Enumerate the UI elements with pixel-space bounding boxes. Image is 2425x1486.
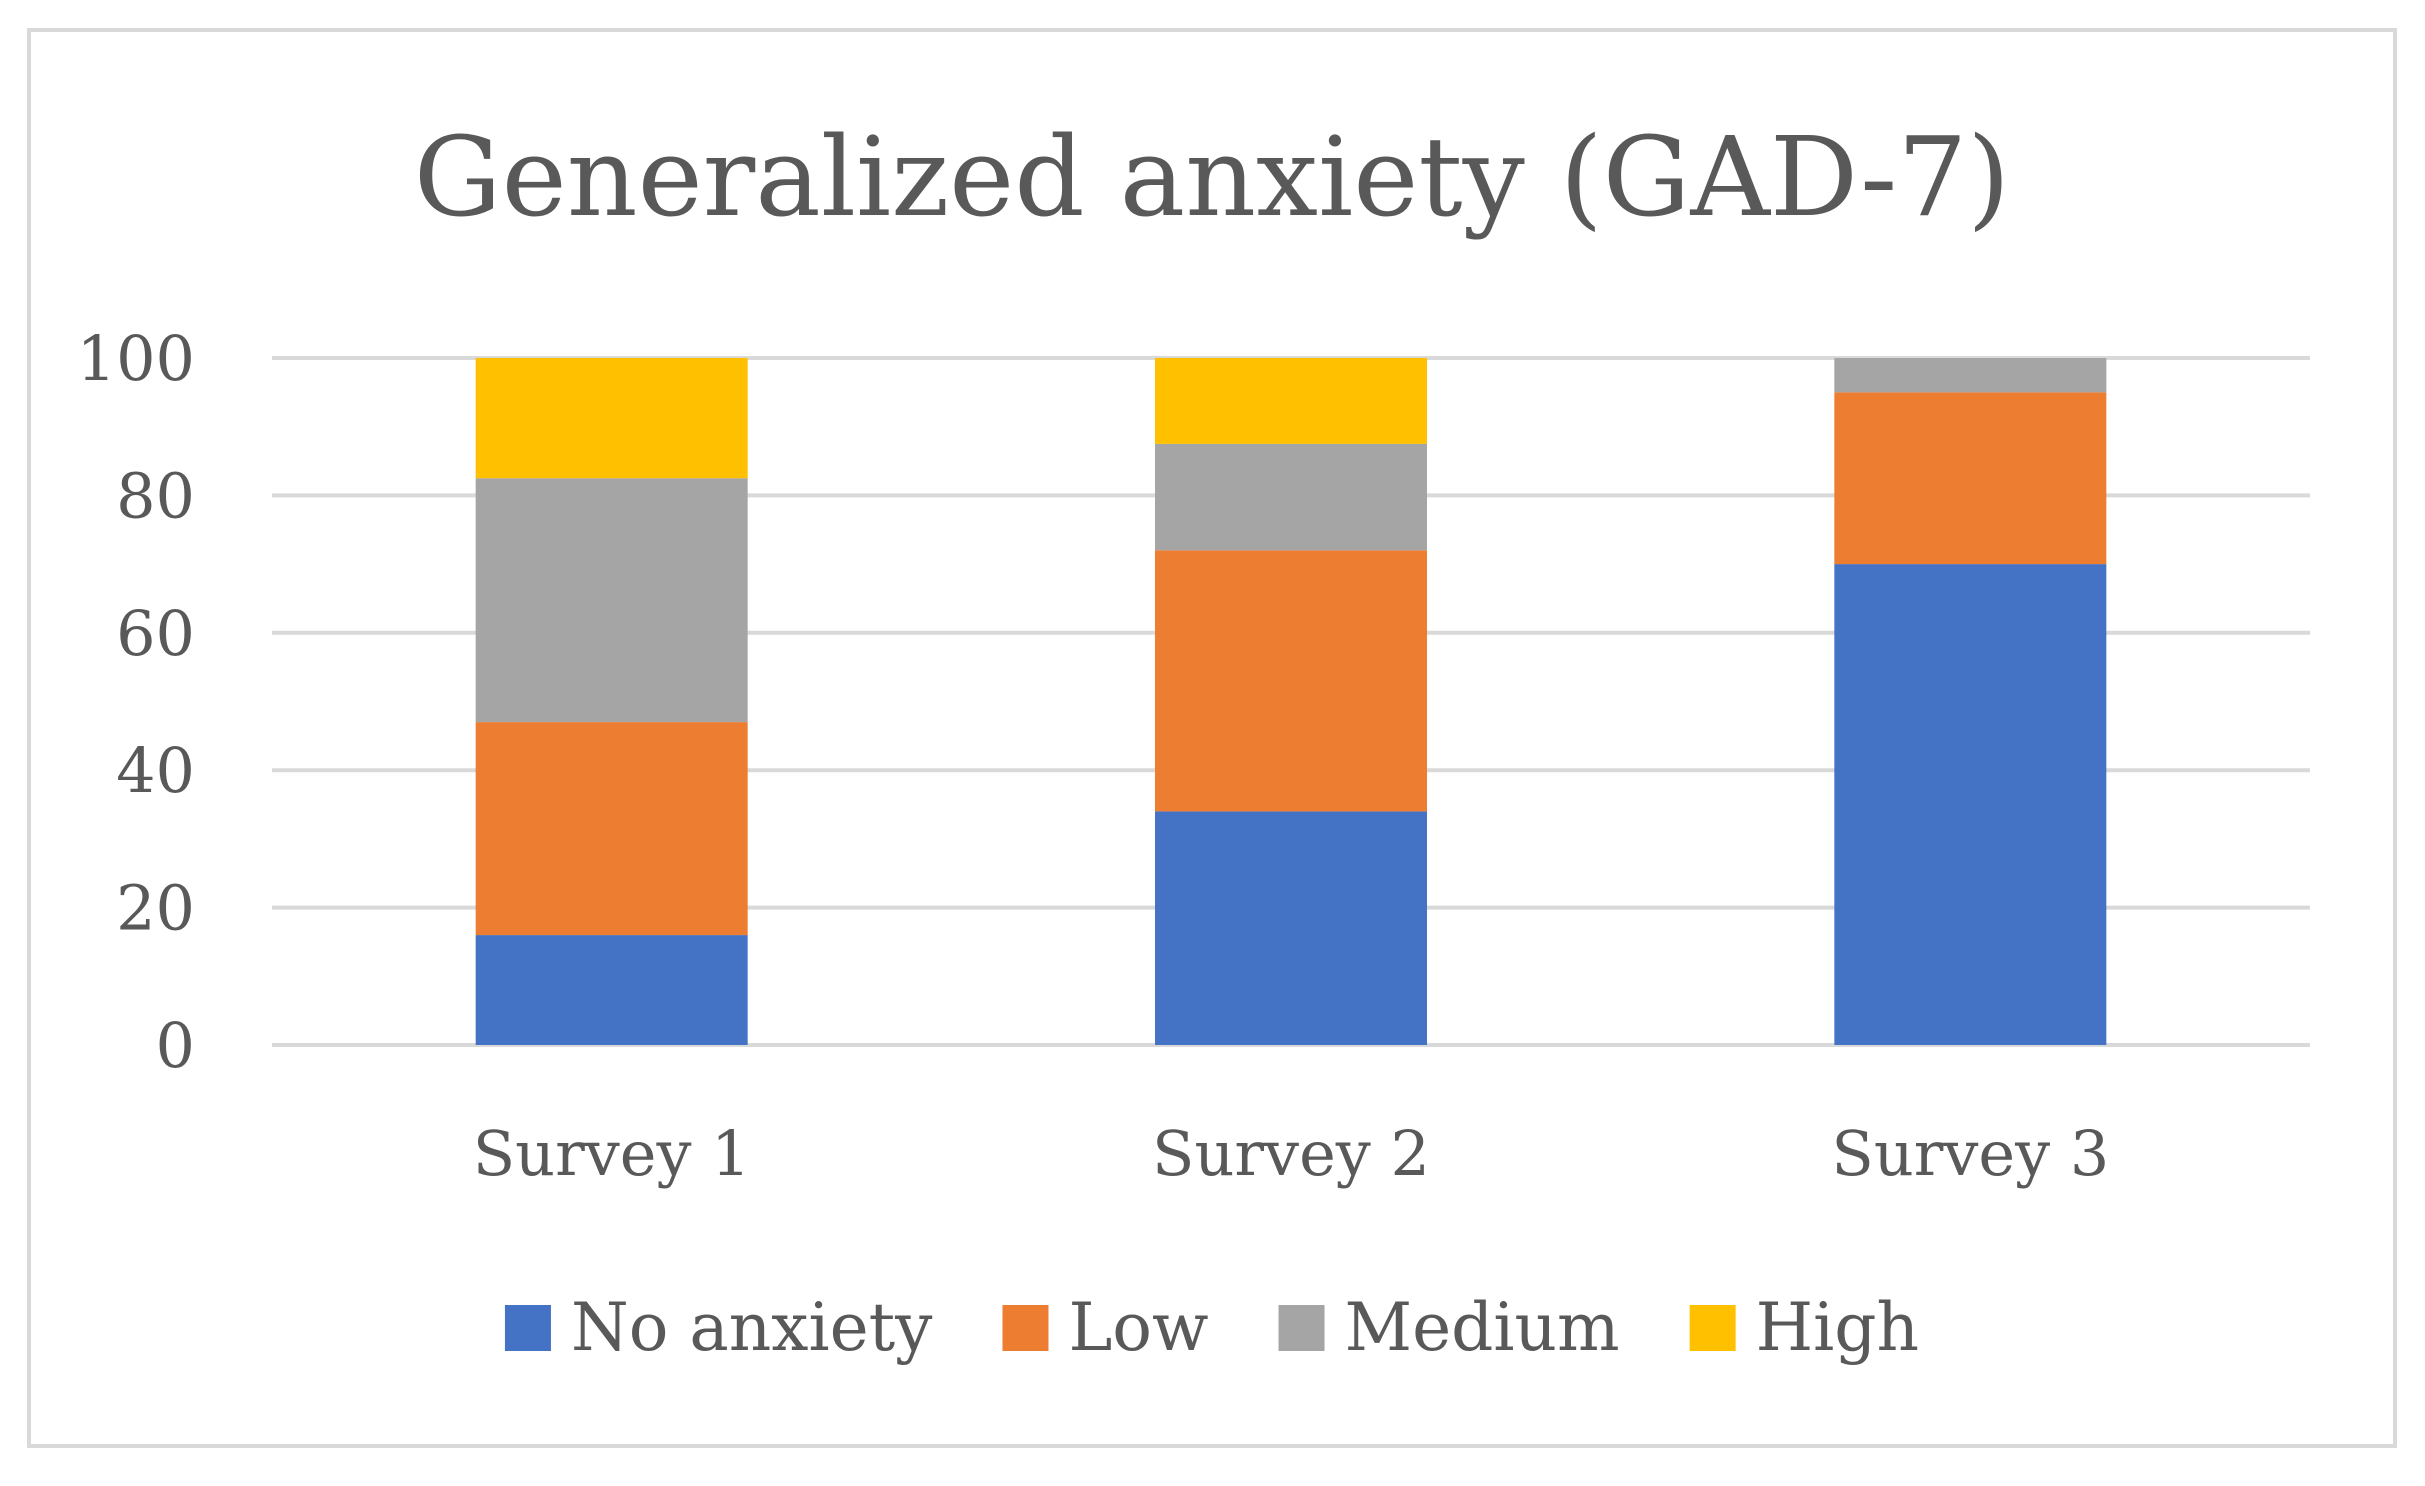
legend-label: Low [1068,1289,1208,1366]
bar-no-anxiety-survey-2 [1155,811,1427,1045]
y-tick-label: 80 [116,459,195,532]
bar-high-survey-2 [1155,358,1427,444]
bars [475,358,2107,1045]
legend-label: No anxiety [571,1289,933,1366]
bar-low-survey-3 [1834,392,2107,565]
legend-swatch [1278,1305,1325,1351]
legend-swatch [1002,1305,1049,1351]
x-category-label: Survey 2 [1152,1117,1430,1190]
y-tick-label: 100 [77,322,195,395]
legend-item-medium: Medium [1278,1289,1620,1366]
bar-medium-survey-2 [1155,443,1427,551]
bar-no-anxiety-survey-1 [475,935,748,1045]
bar-no-anxiety-survey-3 [1834,564,2107,1045]
bar-high-survey-1 [475,358,748,479]
legend-item-no-anxiety: No anxiety [504,1289,933,1366]
y-tick-label: 20 [116,872,195,945]
legend-swatch [1689,1305,1736,1351]
y-axis-tick-labels: 0 20 40 60 80 100 [77,322,195,1082]
legend-swatch [504,1305,551,1351]
legend: No anxiety Low Medium High [504,1289,1919,1366]
bar-low-survey-2 [1155,550,1427,812]
legend-label: Medium [1345,1289,1620,1366]
x-category-label: Survey 3 [1831,1117,2109,1190]
x-category-label: Survey 1 [473,1117,751,1190]
legend-item-high: High [1689,1289,1919,1366]
bar-medium-survey-1 [475,478,748,723]
y-tick-label: 40 [116,734,195,807]
bar-medium-survey-3 [1834,358,2107,393]
y-tick-label: 0 [156,1009,195,1082]
legend-label: High [1756,1289,1919,1366]
legend-item-low: Low [1002,1289,1209,1366]
bar-low-survey-1 [475,722,748,936]
chart-title: Generalized anxiety (GAD-7) [414,113,2010,241]
y-tick-label: 60 [116,597,195,670]
x-axis-category-labels: Survey 1 Survey 2 Survey 3 [473,1117,2110,1190]
